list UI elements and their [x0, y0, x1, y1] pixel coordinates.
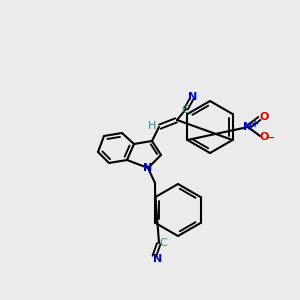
Text: N: N [243, 122, 253, 132]
Text: N: N [143, 163, 153, 173]
Text: +: + [251, 119, 259, 129]
Text: C: C [159, 238, 167, 248]
Text: O: O [259, 112, 269, 122]
Text: C: C [181, 105, 189, 115]
Text: N: N [153, 254, 163, 264]
Text: H: H [148, 121, 156, 131]
Text: N: N [188, 92, 198, 102]
Text: −: − [266, 133, 276, 143]
Text: O: O [259, 132, 269, 142]
